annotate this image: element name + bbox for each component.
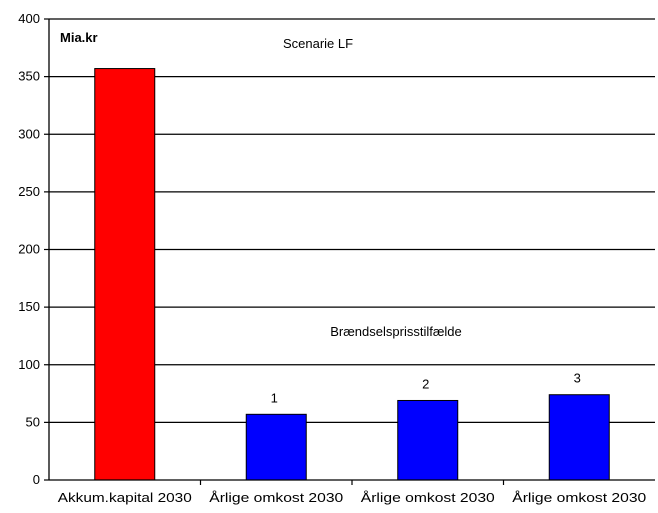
bar-data-label: 1 (271, 390, 278, 405)
y-tick-label: 400 (18, 11, 40, 26)
bars (94, 68, 610, 481)
y-axis-ticks: 0 50 100 150 200 250 300 350 400 (18, 11, 49, 487)
bar-3 (397, 399, 459, 481)
x-category-label: Årlige omkost 2030 (361, 490, 495, 505)
y-tick-label: 300 (18, 126, 40, 141)
y-tick-label: 0 (33, 472, 40, 487)
x-axis-labels: Akkum.kapital 2030 Årlige omkost 2030 Årli… (58, 480, 646, 505)
scenario-annotation: Brændselsprisstilfælde (330, 324, 462, 339)
x-category-label: Årlige omkost 2030 (209, 490, 343, 505)
bar-data-label: 3 (574, 371, 581, 386)
y-tick-label: 100 (18, 357, 40, 372)
unit-label: Mia.kr (60, 30, 98, 45)
bar-data-label: 2 (422, 376, 429, 391)
y-tick-label: 50 (26, 414, 40, 429)
bar-labels: 1 2 3 (271, 371, 581, 406)
y-tick-label: 350 (18, 69, 40, 84)
axes (48, 19, 655, 481)
x-category-label: Årlige omkost 2030 (512, 490, 646, 505)
y-tick-label: 200 (18, 242, 40, 257)
y-tick-label: 150 (18, 299, 40, 314)
x-category-label: Akkum.kapital 2030 (58, 490, 192, 505)
bar-2 (245, 413, 307, 481)
bar-1 (94, 68, 156, 481)
y-tick-label: 250 (18, 184, 40, 199)
chart-title: Scenarie LF (283, 36, 353, 51)
bar-4 (548, 394, 610, 481)
